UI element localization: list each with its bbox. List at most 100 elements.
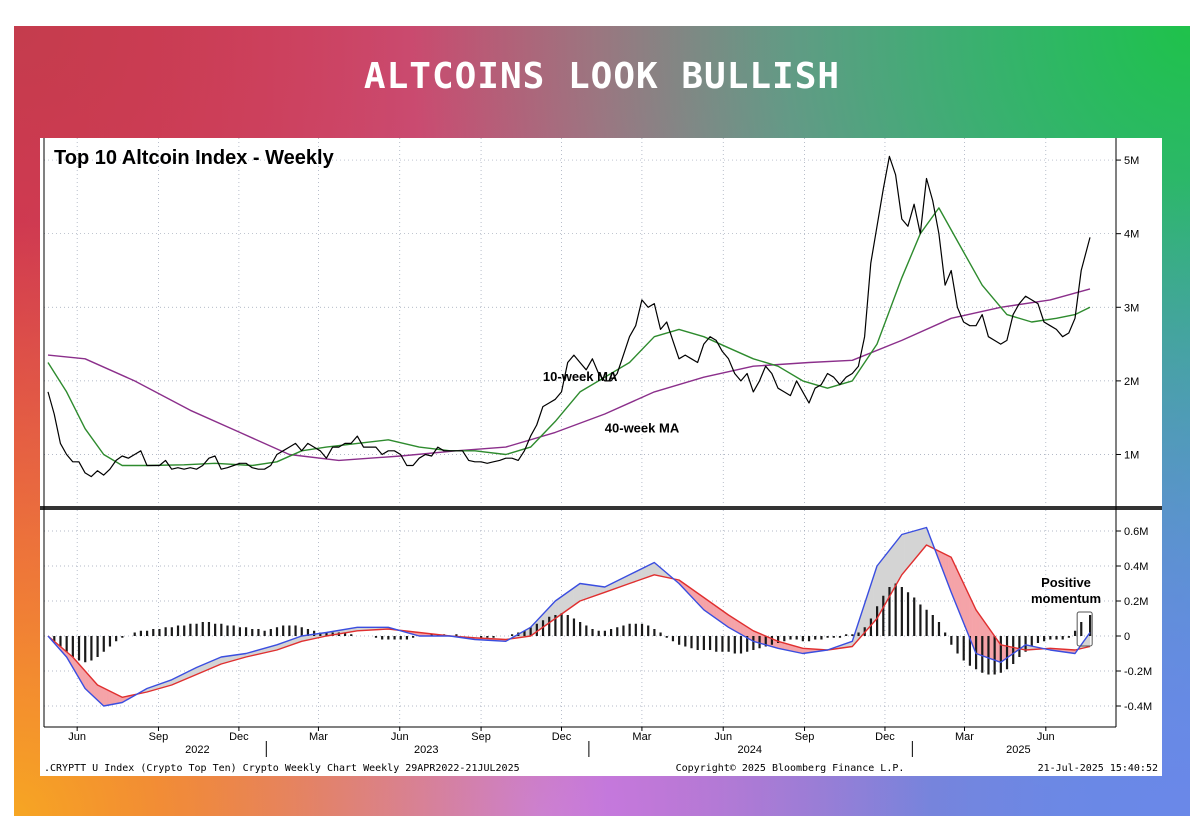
momentum-highlight-box — [1076, 611, 1093, 647]
x-tick-label: Dec — [229, 731, 249, 743]
histogram-bar — [313, 630, 316, 636]
histogram-bar — [857, 632, 860, 636]
histogram-bar — [393, 636, 396, 640]
histogram-bar — [387, 636, 390, 640]
histogram-bar — [640, 623, 644, 636]
histogram-bar — [176, 625, 180, 636]
histogram-bar — [275, 627, 279, 636]
footer-timestamp: 21-Jul-2025 15:40:52 — [1038, 763, 1158, 774]
histogram-bar — [300, 627, 303, 636]
histogram-bar — [770, 636, 774, 645]
crossover-fill — [910, 530, 915, 565]
histogram-bar — [913, 597, 916, 636]
crossover-fill — [582, 583, 587, 601]
histogram-bar — [931, 615, 934, 636]
x-tick-label: Dec — [552, 731, 572, 743]
series-annotation: 40-week MA — [605, 420, 680, 435]
crossover-fill — [592, 585, 596, 597]
histogram-bar — [257, 629, 260, 636]
histogram-bar — [671, 636, 675, 642]
x-tick-label: Jun — [714, 731, 732, 743]
chart-title: Top 10 Altcoin Index - Weekly — [54, 147, 335, 169]
histogram-bar — [622, 625, 625, 636]
histogram-bar — [1049, 636, 1052, 640]
crossover-fill — [589, 584, 593, 599]
histogram-bar — [603, 630, 606, 636]
histogram-bar — [820, 636, 823, 640]
histogram-bar — [739, 636, 743, 654]
histogram-bar — [158, 629, 161, 636]
histogram-bar — [59, 636, 62, 647]
histogram-bar — [139, 630, 142, 636]
series-lines — [47, 155, 1091, 707]
x-tick-label: Sep — [471, 731, 491, 743]
histogram-bar — [1005, 636, 1009, 670]
histogram-bar — [350, 634, 353, 636]
histogram-bar — [882, 595, 885, 636]
histogram-bar — [170, 627, 173, 636]
momentum-annotation-line: momentum — [1031, 591, 1101, 606]
series-line-red — [47, 544, 1091, 698]
histogram-bar — [288, 625, 291, 636]
footer-source: .CRYPTT U Index (Crypto Top Ten) Crypto … — [44, 763, 520, 774]
y-tick-label-bottom: 0.2M — [1124, 596, 1148, 608]
histogram-bar — [263, 630, 266, 636]
series-line-40-week-ma — [47, 288, 1091, 462]
histogram-bar — [752, 636, 755, 650]
histogram-bar — [764, 636, 767, 647]
histogram-bar — [845, 634, 848, 636]
histogram-bar — [145, 630, 149, 636]
histogram-bar — [591, 629, 594, 636]
crossover-fill — [561, 594, 565, 615]
year-label: 2024 — [737, 744, 761, 756]
histogram-bar — [220, 623, 223, 636]
axes — [76, 159, 1121, 757]
crossover-fill — [898, 533, 902, 581]
histogram-bar — [993, 636, 996, 675]
y-tick-label-top: 3M — [1124, 302, 1139, 314]
histogram-bar — [399, 636, 402, 640]
histogram-bar — [152, 629, 155, 636]
x-tick-label: Jun — [1037, 731, 1055, 743]
panel-divider — [40, 506, 1162, 510]
histogram-bar — [956, 636, 959, 654]
histogram-bar — [1036, 636, 1040, 643]
histogram-bar — [53, 636, 56, 642]
histogram-bar — [702, 636, 705, 650]
histogram-bar — [1055, 636, 1058, 640]
page-headline: ALTCOINS LOOK BULLISH — [363, 56, 841, 97]
crossover-fill — [576, 583, 581, 604]
histogram-bar — [529, 627, 532, 636]
histogram-bar — [232, 625, 235, 636]
histogram-bar — [455, 634, 458, 636]
y-tick-label-bottom: -0.2M — [1124, 666, 1152, 678]
histogram-bar — [108, 636, 112, 647]
year-label: 2025 — [1006, 744, 1030, 756]
histogram-bar — [535, 623, 538, 636]
y-tick-label-bottom: 0 — [1124, 631, 1130, 643]
histogram-bar — [962, 636, 965, 661]
histogram-bar — [789, 636, 792, 640]
histogram-bar — [851, 634, 854, 636]
histogram-bar — [405, 636, 409, 640]
chart-background — [40, 138, 1162, 776]
histogram-bar — [96, 636, 99, 657]
footer-copyright: Copyright© 2025 Bloomberg Finance L.P. — [676, 763, 905, 774]
x-tick-label: Jun — [391, 731, 409, 743]
crossover-fill — [586, 584, 590, 600]
histogram-bar — [634, 623, 637, 636]
crossover-fill — [913, 529, 918, 561]
histogram-bar — [968, 636, 972, 666]
histogram-bar — [609, 629, 613, 636]
histogram-bar — [560, 613, 563, 636]
crossover-fill — [106, 689, 111, 706]
histogram-bar — [523, 630, 526, 636]
histogram-bar — [937, 622, 941, 636]
crossover-fill — [901, 533, 906, 576]
histogram-bar — [214, 623, 217, 636]
histogram-bar — [77, 636, 81, 661]
histogram-bar — [343, 632, 347, 636]
histogram-bar — [777, 636, 780, 643]
histogram-bar — [894, 583, 897, 636]
